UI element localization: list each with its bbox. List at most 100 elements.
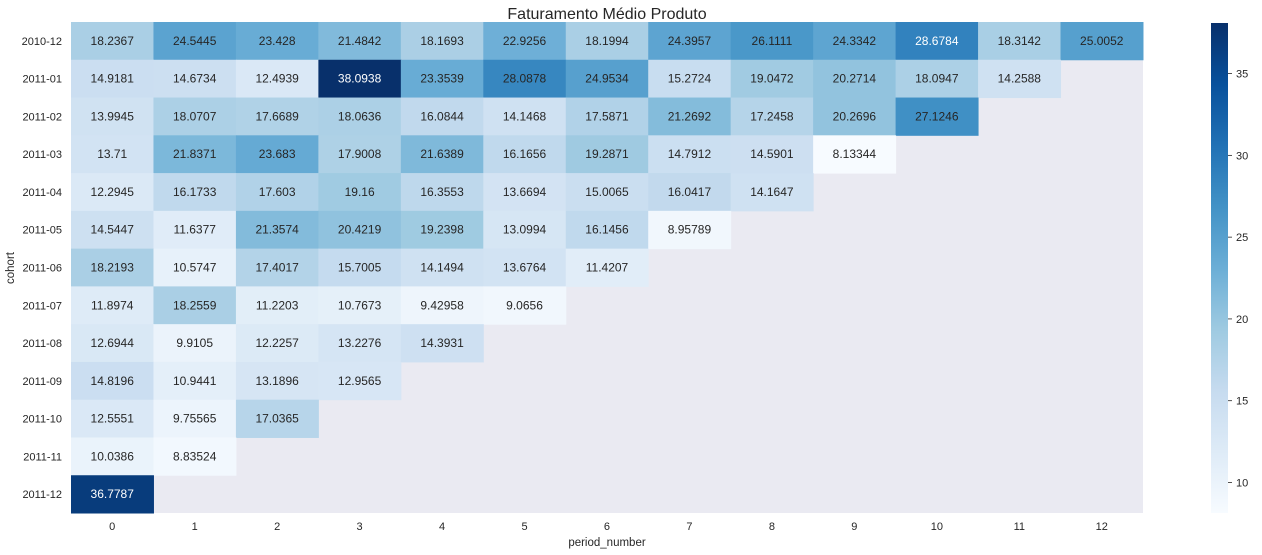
heatmap-cell [730,97,814,136]
cell-value-label: 12.4939 [255,72,299,86]
cell-value-label: 13.6764 [503,261,547,275]
cell-value-label: 27.1246 [915,109,959,123]
cell-value-label: 14.8196 [91,374,135,388]
cell-value-label: 17.4017 [255,261,299,275]
heatmap-cell [648,210,732,250]
heatmap-cell [318,135,402,174]
heatmap-cell [400,248,484,287]
x-tick-label: 0 [109,521,115,533]
cell-value-label: 38.0938 [338,72,382,86]
cell-value-label: 21.2692 [668,109,712,123]
y-tick-label: 2011-06 [22,263,62,275]
cell-value-label: 13.6694 [503,185,547,199]
heatmap-cell [318,173,402,212]
cell-value-label: 8.13344 [833,147,877,161]
heatmap-cell [153,437,237,476]
heatmap-cell [318,210,402,250]
cell-value-label: 11.4207 [586,261,629,275]
cell-value-label: 9.75565 [173,412,217,426]
y-tick-label: 2010-12 [22,36,62,48]
cell-value-label: 10.9441 [173,374,217,388]
heatmap-cell [648,173,732,212]
heatmap-cell [71,59,154,99]
colorbar-tick-label: 15 [1236,396,1248,408]
heatmap-cell [153,324,237,363]
cell-value-label: 14.1647 [750,185,794,199]
heatmap-cell [153,22,237,61]
cell-value-label: 10.5747 [173,261,217,275]
cell-value-label: 14.1468 [503,109,547,123]
cell-value-label: 16.1456 [585,223,629,237]
heatmap-cell [153,59,237,99]
heatmap-cell [71,475,154,514]
cell-value-label: 10.7673 [338,298,382,312]
colorbar-tick-label: 10 [1236,477,1248,489]
heatmap-cell [153,210,237,250]
heatmap-cell [895,22,979,61]
cell-value-label: 23.3539 [420,72,464,86]
x-tick-label: 7 [686,521,692,533]
heatmap-cell [895,97,979,136]
x-tick-labels: 0 1 2 3 4 5 6 7 8 9 10 11 12 [109,521,1108,533]
cell-value-label: 23.683 [259,147,296,161]
cell-value-label: 9.0656 [506,298,543,312]
cell-value-label: 14.3931 [420,336,464,350]
heatmap-cell [400,210,484,250]
heatmap-cell [71,135,154,174]
heatmap-cell [813,59,897,99]
heatmap-cell [565,59,649,99]
heatmap-cell [400,324,484,363]
cell-value-label: 24.9534 [585,72,629,86]
cell-value-label: 24.5445 [173,34,217,48]
cell-value-label: 17.5871 [585,109,629,123]
cell-value-label: 21.6389 [420,147,464,161]
cell-value-label: 12.9565 [338,374,382,388]
heatmap-cell [153,399,237,438]
colorbar-tick-label: 30 [1236,150,1248,162]
cell-value-label: 14.1494 [420,261,464,275]
cell-value-label: 20.2696 [833,109,877,123]
y-tick-label: 2011-08 [22,338,62,350]
cell-value-label: 13.2276 [338,336,382,350]
cell-value-label: 20.4219 [338,223,382,237]
heatmap-cell [318,22,402,61]
x-tick-label: 1 [192,521,198,533]
heatmap-cell [483,210,567,250]
cell-value-label: 19.2871 [585,147,629,161]
cell-labels: 18.2367 24.5445 23.428 21.4842 18.1693 22.925… [91,34,1124,501]
cell-value-label: 21.8371 [173,147,217,161]
cell-value-label: 18.0707 [173,109,217,123]
cell-value-label: 12.5551 [91,412,135,426]
cell-value-label: 11.2203 [256,298,299,312]
x-tick-label: 2 [274,521,280,533]
cell-value-label: 9.42958 [420,298,464,312]
heatmap-cell [71,286,154,325]
heatmap-cell [71,248,154,287]
cell-value-label: 13.9945 [91,109,135,123]
heatmap-cell [730,173,814,212]
heatmap-cell [895,59,979,99]
cell-value-label: 14.9181 [91,72,135,86]
cell-value-label: 15.7005 [338,261,382,275]
heatmap-cell [318,59,402,99]
heatmap-cell [978,22,1062,61]
heatmap-cell [813,135,897,174]
cell-value-label: 18.2559 [173,298,217,312]
cell-value-label: 14.5447 [91,223,135,237]
cell-value-label: 17.2458 [750,109,794,123]
heatmap-cell [235,135,319,174]
heatmap-cell [483,248,567,287]
x-tick-label: 10 [931,521,943,533]
cell-value-label: 25.0052 [1080,34,1124,48]
y-tick-label: 2011-04 [22,187,62,199]
cell-value-label: 16.0844 [420,109,464,123]
colorbar-tick-label: 35 [1236,69,1248,81]
cell-value-label: 19.0472 [750,72,794,86]
cell-value-label: 11.6377 [173,223,216,237]
heatmap-cell [71,437,154,476]
heatmap-cell [153,97,237,136]
heatmap-cell [71,210,154,250]
heatmap-cell [318,361,402,401]
cell-value-label: 24.3957 [668,34,712,48]
cell-value-label: 16.1733 [173,185,217,199]
